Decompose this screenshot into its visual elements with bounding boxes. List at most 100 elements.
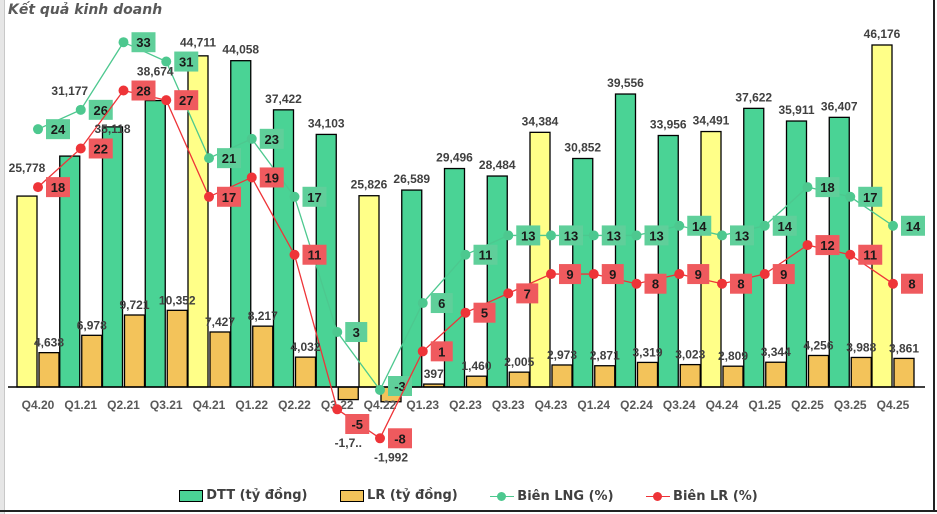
lng-margin-marker (631, 230, 642, 241)
x-tick-label: Q3.24 (663, 398, 696, 412)
dtt-data-label: 34,491 (693, 114, 730, 128)
lng-margin-marker (546, 230, 556, 241)
lng-margin-marker (503, 230, 514, 241)
lr-bar (551, 364, 573, 388)
lng-margin-marker (332, 327, 343, 338)
x-tick-label: Q4.20 (22, 398, 55, 412)
lr-margin-data-label: 8 (652, 277, 659, 292)
lng-margin-marker (75, 104, 86, 115)
legend-item-lr-margin[interactable]: Biên LR (%) (646, 489, 758, 504)
lr-margin-path (37, 89, 894, 440)
lr-margin-marker (246, 172, 257, 183)
lr-data-label: 4,032 (290, 340, 320, 354)
x-tick-label: Q1.24 (577, 398, 610, 412)
lr-margin-marker (75, 143, 86, 154)
lr-margin-label-bg (516, 283, 539, 304)
lng-margin-data-label: 26 (94, 103, 108, 118)
lr-margin-data-label: 7 (524, 286, 531, 301)
lng-margin-data-label: 23 (265, 132, 279, 147)
lng-margin-data-label: 13 (607, 228, 621, 243)
legend-item-lng-margin[interactable]: Biên LNG (%) (490, 489, 614, 504)
dtt-data-label: 44,711 (180, 36, 216, 50)
lr-margin-label-bg (601, 264, 624, 285)
frame-border-right (933, 0, 935, 512)
lng-margin-data-label: 3 (353, 325, 360, 340)
lng-margin-marker (246, 133, 257, 144)
lr-bar (594, 365, 616, 388)
lr-data-label: 6,978 (77, 318, 107, 332)
lr-data-label: 2,973 (547, 348, 577, 362)
lr-margin-data-label: -8 (394, 431, 406, 446)
lr-margin-data-label: 27 (179, 93, 193, 108)
x-tick-label: Q1.25 (748, 398, 781, 412)
lr-bar (807, 354, 830, 388)
lng-margin-label-bg (473, 244, 498, 265)
lr-margin-data-label: 22 (94, 141, 108, 156)
lr-margin-marker (118, 85, 129, 96)
lr-bar (893, 357, 915, 388)
dtt-data-label: 25,778 (9, 161, 46, 175)
lr-bar (765, 361, 787, 388)
lng-margin-marker (204, 153, 214, 164)
lng-margin-label-bg (815, 177, 840, 198)
lng-margin-data-label: 17 (863, 190, 877, 205)
x-tick-label: Q2.21 (107, 398, 140, 412)
lr-margin-label-bg (559, 264, 581, 285)
dtt-bar (144, 99, 166, 388)
lr-margin-data-label: 8 (908, 277, 915, 292)
dtt-bars (16, 44, 893, 388)
lr-margin-marker (33, 182, 43, 193)
lr-bar (850, 356, 872, 388)
lr-margin-label-bg (259, 167, 284, 188)
lng-margin-label-bg (259, 128, 284, 149)
dtt-data-label: 36,407 (821, 99, 858, 113)
lr-data-label: 3,988 (846, 340, 876, 354)
lr-margin-data-label: 9 (609, 267, 616, 282)
lr-data-label: 1,460 (461, 359, 491, 373)
dtt-data-label: 25,826 (351, 178, 388, 192)
dtt-data-label: 31,177 (51, 84, 88, 98)
lr-data-label: 3,344 (761, 345, 791, 359)
lng-margin-label-bg (644, 225, 669, 246)
dtt-data-label: 44,058 (222, 43, 259, 57)
dtt-bar (401, 189, 423, 388)
lr-margin-label-bg (772, 264, 795, 285)
dtt-data-label: 38,674 (137, 65, 174, 79)
lng-margin-label-bg (430, 293, 453, 314)
lr-margin-label-bg (473, 302, 496, 323)
lr-margin-data-label: 1 (438, 344, 445, 359)
legend-item-dtt[interactable]: DTT (tỷ đồng) (179, 488, 308, 503)
dtt-data-label: 26,589 (393, 172, 430, 186)
lr-margin-label-bg (730, 273, 752, 294)
lr-data-label: 3,023 (675, 348, 705, 362)
bar-data-labels: 25,7784,63831,1776,97835,1189,72138,6741… (9, 27, 920, 464)
chart-plot: Q4.20Q1.21Q2.21Q3.21Q4.21Q1.22Q2.22Q3.22… (8, 27, 925, 464)
lr-data-label: -1,992 (374, 450, 408, 464)
x-tick-label: Q2.23 (449, 398, 482, 412)
lr-bar (679, 363, 701, 388)
lr-data-label: 4,638 (34, 336, 64, 350)
dtt-data-label: 46,176 (864, 27, 901, 41)
x-tick-label: Q4.21 (193, 398, 226, 412)
x-tick-label: Q2.24 (620, 398, 653, 412)
legend-item-lr[interactable]: LR (tỷ đồng) (340, 488, 458, 503)
lr-margin-marker (845, 249, 856, 260)
lng-margin-label-bg (858, 186, 883, 207)
lr-margin-data-label: 12 (820, 238, 834, 253)
dtt-bar (16, 195, 38, 388)
lr-data-label: 10,352 (159, 293, 196, 307)
lr-margin-data-label: 9 (566, 267, 573, 282)
lng-margin-marker (674, 220, 685, 231)
lng-margin-data-label: 17 (307, 190, 321, 205)
frame-border-bottom (0, 510, 937, 512)
spreadsheet-gridline-strip (0, 0, 5, 514)
dtt-data-label: 34,103 (308, 116, 345, 130)
lr-margin-marker (888, 278, 898, 289)
x-tick-label: Q4.23 (535, 398, 568, 412)
lr-margin-marker (759, 269, 770, 280)
lng-margin-marker (759, 220, 770, 231)
lr-margin-data-label: 9 (695, 267, 702, 282)
lr-margin-label-bg (131, 80, 156, 101)
lng-margin-label-bg (559, 225, 583, 246)
lng-margin-data-label: 24 (51, 122, 66, 137)
